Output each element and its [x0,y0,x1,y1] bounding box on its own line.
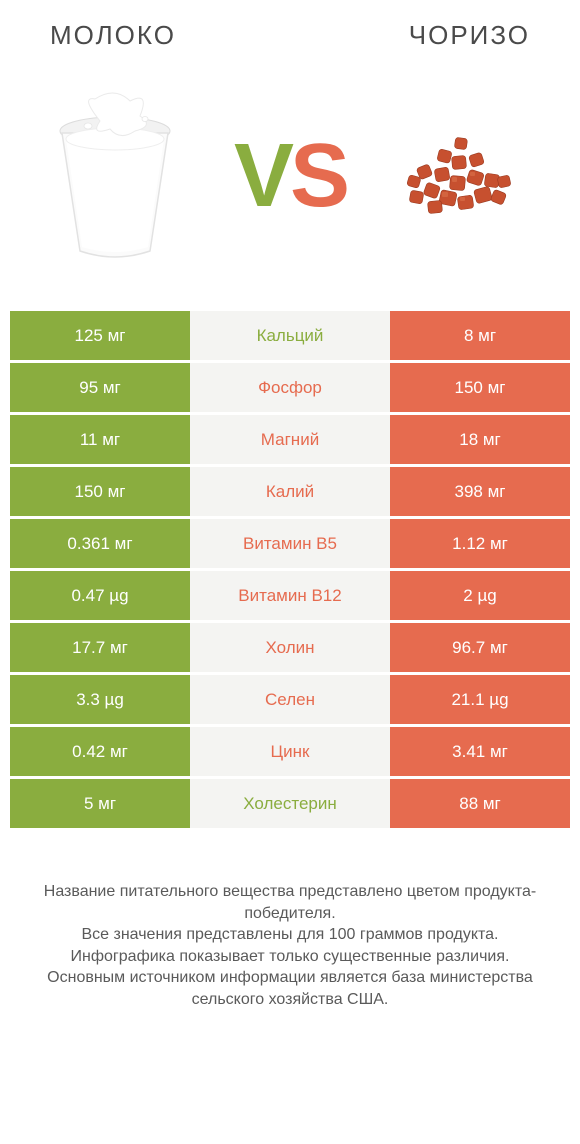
chorizo-cubes-icon [380,106,550,246]
nutrient-label: Кальций [190,311,390,360]
value-left: 0.361 мг [10,519,190,568]
nutrient-label: Холин [190,623,390,672]
nutrient-label: Холестерин [190,779,390,828]
header: МОЛОКО ЧОРИЗО [0,0,580,61]
table-row: 95 мгФосфор150 мг [10,363,570,415]
title-left: МОЛОКО [50,20,176,51]
table-row: 17.7 мгХолин96.7 мг [10,623,570,675]
value-left: 17.7 мг [10,623,190,672]
value-left: 3.3 µg [10,675,190,724]
milk-glass-icon [40,91,190,261]
vs-v: V [234,126,290,226]
value-right: 3.41 мг [390,727,570,776]
value-right: 150 мг [390,363,570,412]
footer-notes: Название питательного вещества представл… [0,831,580,1011]
footer-line: Основным источником информации является … [25,967,555,1010]
nutrient-label: Селен [190,675,390,724]
value-right: 2 µg [390,571,570,620]
footer-line: Инфографика показывает только существенн… [25,946,555,968]
value-left: 150 мг [10,467,190,516]
value-left: 5 мг [10,779,190,828]
value-right: 21.1 µg [390,675,570,724]
table-row: 3.3 µgСелен21.1 µg [10,675,570,727]
value-left: 0.42 мг [10,727,190,776]
nutrient-label: Цинк [190,727,390,776]
value-left: 0.47 µg [10,571,190,620]
value-left: 95 мг [10,363,190,412]
comparison-table: 125 мгКальций8 мг95 мгФосфор150 мг11 мгМ… [10,311,570,831]
value-right: 96.7 мг [390,623,570,672]
value-right: 398 мг [390,467,570,516]
value-right: 18 мг [390,415,570,464]
nutrient-label: Витамин B5 [190,519,390,568]
footer-line: Все значения представлены для 100 граммо… [25,924,555,946]
value-right: 88 мг [390,779,570,828]
table-row: 0.361 мгВитамин B51.12 мг [10,519,570,571]
nutrient-label: Витамин B12 [190,571,390,620]
table-row: 0.42 мгЦинк3.41 мг [10,727,570,779]
vs-label: VS [234,131,346,221]
nutrient-label: Магний [190,415,390,464]
product-image-right [380,91,550,261]
value-right: 1.12 мг [390,519,570,568]
product-image-left [30,91,200,261]
vs-s: S [290,126,346,226]
value-right: 8 мг [390,311,570,360]
value-left: 11 мг [10,415,190,464]
footer-line: Название питательного вещества представл… [25,881,555,924]
table-row: 0.47 µgВитамин B122 µg [10,571,570,623]
hero-row: VS [0,61,580,311]
table-row: 125 мгКальций8 мг [10,311,570,363]
title-right: ЧОРИЗО [409,20,530,51]
nutrient-label: Фосфор [190,363,390,412]
value-left: 125 мг [10,311,190,360]
table-row: 11 мгМагний18 мг [10,415,570,467]
nutrient-label: Калий [190,467,390,516]
table-row: 5 мгХолестерин88 мг [10,779,570,831]
table-row: 150 мгКалий398 мг [10,467,570,519]
